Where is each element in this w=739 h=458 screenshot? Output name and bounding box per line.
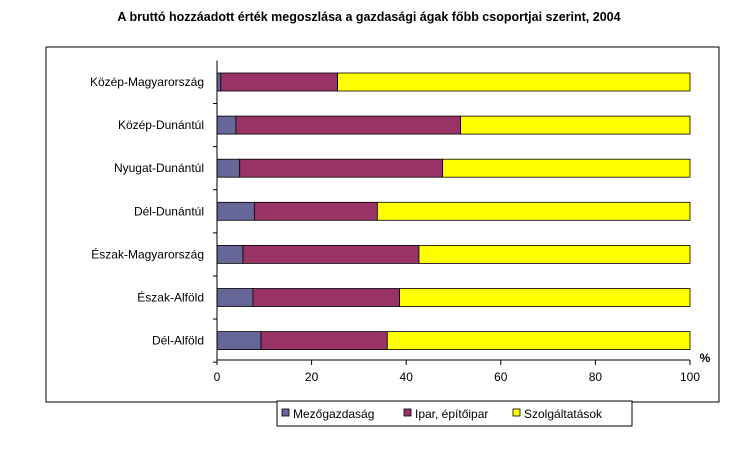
bar-3-5 — [418, 244, 691, 264]
bar-3-7 — [386, 331, 691, 351]
x-tick-label: 0 — [214, 370, 221, 384]
bar-3-2 — [460, 115, 691, 135]
bar-1-6 — [216, 288, 254, 307]
bar-2-3 — [239, 158, 444, 178]
bar-1-1 — [216, 72, 222, 92]
x-axis: 0 20 40 60 80 100 — [213, 60, 700, 384]
x-tick-label: 100 — [680, 370, 700, 384]
bar-2-7 — [260, 331, 388, 351]
bar-1-4 — [216, 201, 255, 221]
legend-box — [276, 400, 633, 427]
bar-2-1 — [220, 72, 339, 92]
bar-2-4 — [253, 201, 378, 221]
x-tick-label: 60 — [494, 370, 508, 384]
bar-1-2 — [216, 115, 237, 135]
legend: Mezőgazdaság Ipar, építőipar Szolgáltatáso… — [276, 400, 633, 427]
bar-2-6 — [252, 288, 400, 307]
legend-swatch — [512, 408, 521, 417]
legend-swatch — [403, 408, 412, 417]
category-label: Nyugat-Dunántúl — [114, 161, 204, 175]
bar-1-5 — [216, 244, 244, 264]
legend-label: Szolgáltatások — [524, 407, 603, 421]
x-tick-label: 80 — [589, 370, 603, 384]
x-tick-label: 40 — [400, 370, 414, 384]
bar-3-6 — [399, 288, 691, 307]
bar-1-7 — [216, 331, 262, 351]
category-label: Dél-Dunántúl — [134, 204, 204, 218]
bar-2-5 — [242, 244, 420, 264]
category-labels: Közép-Magyarország Közép-Dunántúl Nyugat-D… — [90, 75, 204, 348]
bar-3-3 — [442, 158, 691, 178]
bar-2-2 — [235, 115, 461, 135]
bars — [216, 72, 691, 351]
category-label: Közép-Dunántúl — [118, 118, 204, 132]
category-label: Észak-Alföld — [137, 290, 204, 305]
bar-1-3 — [216, 158, 241, 178]
category-label: Észak-Magyarország — [91, 246, 204, 261]
x-axis-unit-label: % — [700, 351, 711, 365]
legend-swatch — [281, 408, 290, 417]
bar-3-4 — [376, 201, 691, 221]
category-label: Dél-Alföld — [152, 334, 204, 348]
legend-label: Ipar, építőipar — [415, 407, 488, 421]
category-label: Közép-Magyarország — [90, 75, 204, 89]
legend-label: Mezőgazdaság — [293, 407, 374, 421]
chart-title: A bruttó hozzáadott érték megoszlása a g… — [117, 10, 620, 24]
bar-3-1 — [337, 72, 691, 92]
x-tick-label: 20 — [305, 370, 319, 384]
